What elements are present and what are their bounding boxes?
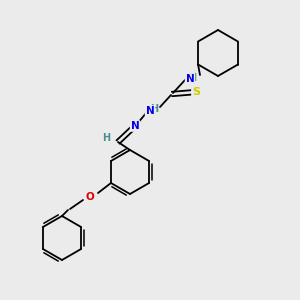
Text: H: H — [102, 133, 110, 143]
Text: S: S — [192, 87, 200, 97]
Text: O: O — [85, 192, 94, 202]
Text: H: H — [188, 73, 196, 83]
Text: N: N — [146, 106, 154, 116]
Text: H: H — [150, 104, 158, 114]
Text: N: N — [130, 121, 140, 131]
Text: N: N — [186, 74, 194, 84]
